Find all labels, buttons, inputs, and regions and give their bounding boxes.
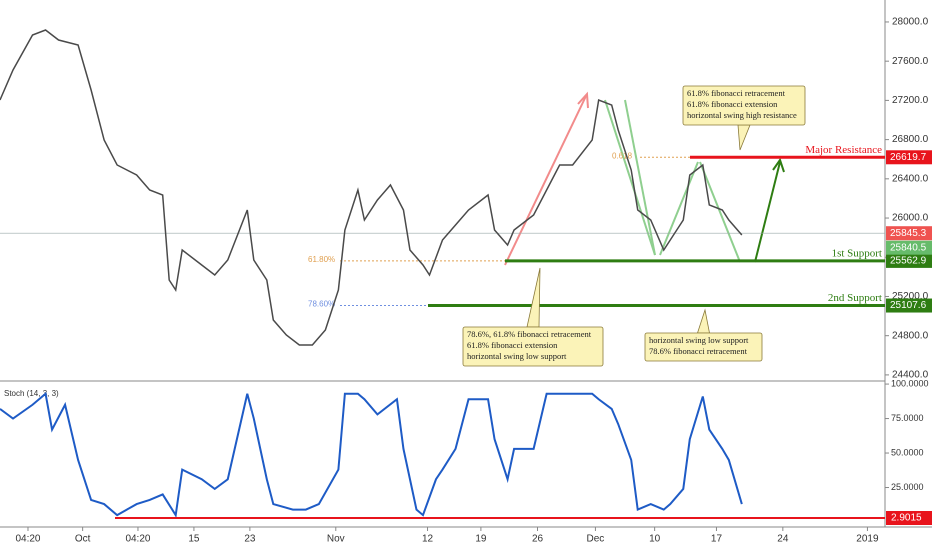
level-price: 25107.6 [890, 300, 927, 311]
price: 25840.5 [890, 242, 927, 253]
y-tick-label: 75.0000 [891, 413, 924, 423]
y-tick-label: 50.0000 [891, 447, 924, 457]
y-tick-label: 25.0000 [891, 482, 924, 492]
arrow [624, 99, 656, 256]
callout-text: 61.8% fibonacci retracement [687, 88, 786, 98]
callout-box [462, 326, 604, 367]
x-tick-label: 26 [532, 534, 544, 545]
arrow [659, 161, 699, 256]
stoch-level-box [886, 510, 932, 525]
y-tick-label: 27200.0 [892, 95, 929, 106]
fib-label: 0.618 [612, 151, 633, 160]
x-tick-label: Dec [587, 534, 605, 545]
x-tick-label: 04:20 [15, 534, 40, 545]
y-tick-label: 28000.0 [892, 17, 929, 28]
x-tick-label: 23 [244, 534, 256, 545]
arrow [504, 95, 587, 266]
price: 25845.3 [890, 228, 927, 239]
price-box [886, 226, 932, 241]
fib-label: 78.60% [308, 300, 335, 309]
x-tick-label: 04:20 [125, 534, 150, 545]
x-tick-label: Oct [75, 534, 91, 545]
level-name: 2nd Support [828, 292, 882, 304]
y-tick-label: 100.0000 [891, 378, 929, 388]
x-tick-label: 12 [422, 534, 434, 545]
level-price: 26619.7 [890, 152, 927, 163]
y-tick-label: 26800.0 [892, 134, 929, 145]
x-tick-label: 24 [777, 534, 789, 545]
stoch-title: Stoch (14, 3, 3) [4, 389, 59, 398]
arrow [754, 161, 781, 263]
price-line [0, 29, 743, 346]
y-tick-label: 26400.0 [892, 173, 929, 184]
arrow [604, 99, 656, 256]
level-price-box [886, 150, 932, 165]
y-tick-label: 25200.0 [892, 291, 929, 302]
x-tick-label: 17 [711, 534, 723, 545]
y-tick-label: 27600.0 [892, 56, 929, 67]
stoch-line [0, 391, 743, 518]
level-name: Major Resistance [805, 144, 882, 156]
callout-box [682, 85, 806, 126]
y-tick-label: 24400.0 [892, 370, 929, 381]
callout-text: 61.8% fibonacci extension [687, 99, 778, 109]
callout-text: horizontal swing low support [649, 335, 749, 345]
level-price: 25562.9 [890, 256, 927, 267]
callout-text: horizontal swing low support [467, 351, 567, 361]
callout-text: 78.6% fibonacci retracement [649, 346, 748, 356]
x-tick-label: Nov [327, 534, 345, 545]
callout-text: 78.6%, 61.8% fibonacci retracement [467, 329, 592, 339]
stoch-level-label: 2.9015 [891, 513, 922, 524]
callout-text: 61.8% fibonacci extension [467, 340, 558, 350]
arrow-head [772, 157, 785, 173]
arrow [699, 161, 741, 263]
x-tick-label: 10 [649, 534, 661, 545]
fib-label: 61.80% [308, 255, 335, 264]
level-name: 1st Support [832, 247, 882, 259]
level-price-box [886, 298, 932, 313]
price-box [886, 240, 932, 255]
y-tick-label: 26000.0 [892, 213, 929, 224]
y-tick-label: 24800.0 [892, 330, 929, 341]
callout-text: horizontal swing high resistance [687, 110, 797, 120]
x-tick-label: 2019 [856, 534, 879, 545]
x-tick-label: 19 [475, 534, 487, 545]
level-price-box [886, 253, 932, 268]
x-tick-label: 15 [188, 534, 200, 545]
arrow-head [577, 91, 589, 109]
callout-box [644, 332, 763, 362]
arrows [504, 91, 785, 266]
